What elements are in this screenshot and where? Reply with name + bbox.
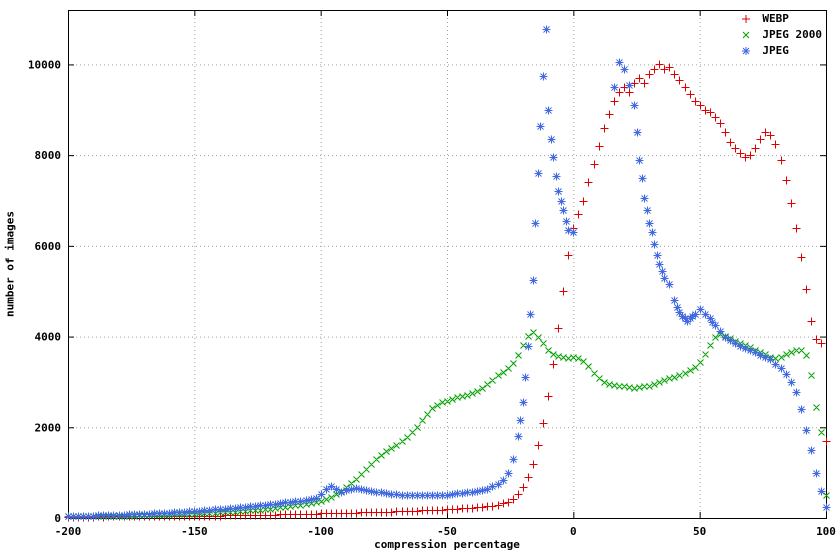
- legend-label-jpeg: JPEG: [762, 44, 789, 57]
- legend-label-jpeg-2000: JPEG 2000: [762, 28, 822, 41]
- legend-marker-jpeg-icon: [742, 46, 751, 55]
- x-tick-label: -50: [437, 525, 457, 538]
- legend-item-jpeg: JPEG: [737, 44, 822, 57]
- x-tick-label: -100: [307, 525, 334, 538]
- y-tick-label: 8000: [35, 149, 62, 162]
- y-axis-label: number of images: [3, 211, 17, 317]
- y-tick-label: 10000: [28, 58, 61, 71]
- legend-label-webp: WEBP: [762, 12, 789, 25]
- legend-item-jpeg-2000: JPEG 2000: [737, 28, 822, 41]
- legend: WEBP JPEG 2000 JPEG: [737, 12, 822, 57]
- x-axis-label: compression percentage: [374, 538, 520, 551]
- legend-item-webp: WEBP: [737, 12, 822, 25]
- y-tick-label: 0: [54, 512, 61, 525]
- y-tick-label: 6000: [35, 240, 62, 253]
- grid: [68, 10, 827, 519]
- x-tick-label: 100: [816, 525, 836, 538]
- x-tick-label: -150: [181, 525, 208, 538]
- y-tick-label: 4000: [35, 331, 62, 344]
- y-tick-label: 2000: [35, 421, 62, 434]
- series-jpeg: [64, 25, 831, 521]
- axis-ticks: [68, 10, 827, 519]
- x-tick-label: 0: [570, 525, 577, 538]
- x-tick-label: -200: [55, 525, 82, 538]
- x-tick-label: 50: [693, 525, 706, 538]
- legend-marker-jpeg-2000-icon: [743, 31, 750, 38]
- legend-marker-webp-icon: [742, 14, 751, 23]
